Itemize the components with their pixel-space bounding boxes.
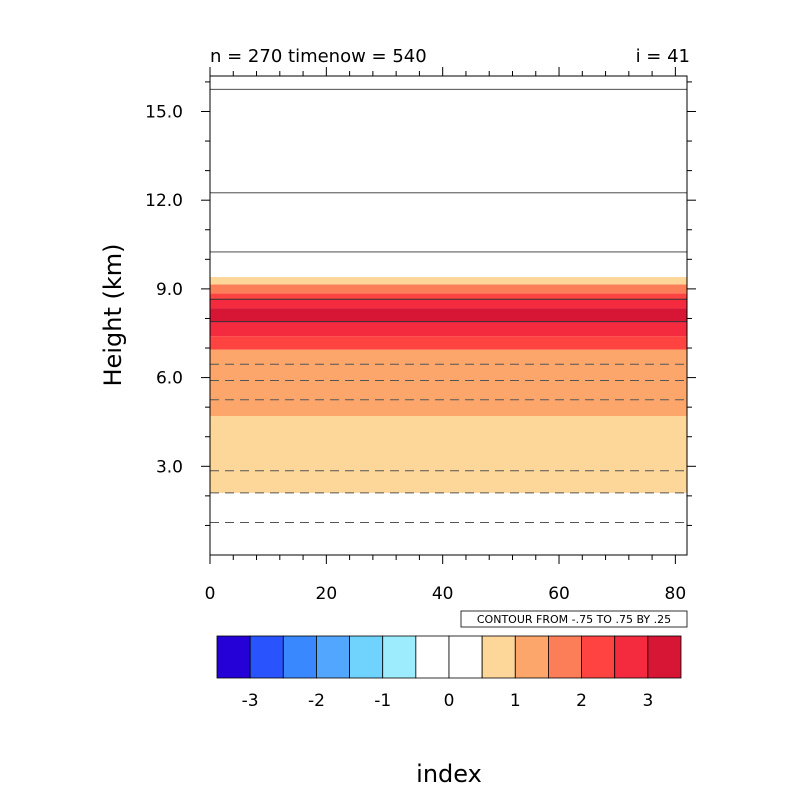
y-axis-title: Height (km) (99, 244, 127, 387)
colorbar-swatch-11 (581, 635, 616, 679)
contour-info-label: CONTOUR FROM -.75 TO .75 BY .25 (477, 613, 671, 626)
colorbar-swatch-3 (316, 635, 350, 679)
x-tick-label: 0 (205, 584, 216, 604)
y-tick-label: 6.0 (156, 369, 183, 389)
colorbar-labels: -3 -2 -1 0 1 2 3 (242, 691, 654, 711)
colorbar-label: 1 (510, 691, 521, 711)
colorbar-swatch-6 (415, 635, 450, 679)
x-tick-label: 80 (665, 584, 687, 604)
colorbar-swatch-9 (514, 635, 549, 679)
y-tick-label: 15.0 (145, 102, 183, 122)
colorbar-label: 2 (576, 691, 587, 711)
contour-lines (210, 88, 687, 523)
colorbar-swatch-8 (481, 635, 516, 679)
colorbar-label: 3 (642, 691, 653, 711)
y-axis-tick-labels: 3.0 6.0 9.0 12.0 15.0 (145, 102, 183, 477)
colorbar-label: -1 (374, 691, 391, 711)
x-axis-tick-labels: 0 20 40 60 80 (205, 584, 687, 604)
colorbar-swatch-5 (382, 635, 417, 679)
y-tick-label: 3.0 (156, 457, 183, 477)
header-right-label: i = 41 (636, 46, 690, 67)
y-tick-label: 9.0 (156, 280, 183, 300)
contour-band-0 (210, 416, 687, 493)
colorbar-swatch-0 (216, 635, 251, 679)
colorbar (216, 635, 682, 679)
x-axis-title: index (416, 760, 482, 788)
colorbar-label: -2 (308, 691, 325, 711)
header-left-label: n = 270 timenow = 540 (210, 46, 427, 67)
contour-band-4 (210, 308, 687, 323)
contour-info-label-box: CONTOUR FROM -.75 TO .75 BY .25 (460, 610, 688, 628)
colorbar-swatch-10 (548, 635, 582, 679)
colorbar-label: -3 (242, 691, 259, 711)
colorbar-swatch-13 (647, 635, 682, 679)
contour-band-6 (210, 293, 687, 300)
y-tick-label: 12.0 (145, 191, 183, 211)
x-tick-label: 20 (316, 584, 338, 604)
colorbar-swatch-2 (282, 635, 317, 679)
contour-band-1 (210, 349, 687, 417)
colorbar-label: 0 (444, 691, 455, 711)
contour-band-3 (210, 322, 687, 337)
x-tick-label: 40 (432, 584, 454, 604)
colorbar-swatch-4 (349, 635, 384, 679)
filled-contour-bands (210, 277, 687, 493)
plot-frame (209, 75, 688, 556)
colorbar-swatch-1 (249, 635, 284, 679)
x-tick-label: 60 (548, 584, 570, 604)
y-axis-ticks (201, 81, 696, 526)
colorbar-swatch-12 (614, 635, 649, 679)
contour-band-8 (210, 277, 687, 285)
contour-band-7 (210, 284, 687, 294)
contour-band-5 (210, 299, 687, 309)
x-axis-ticks (209, 67, 676, 564)
contour-band-2 (210, 336, 687, 350)
colorbar-swatch-7 (448, 635, 483, 679)
